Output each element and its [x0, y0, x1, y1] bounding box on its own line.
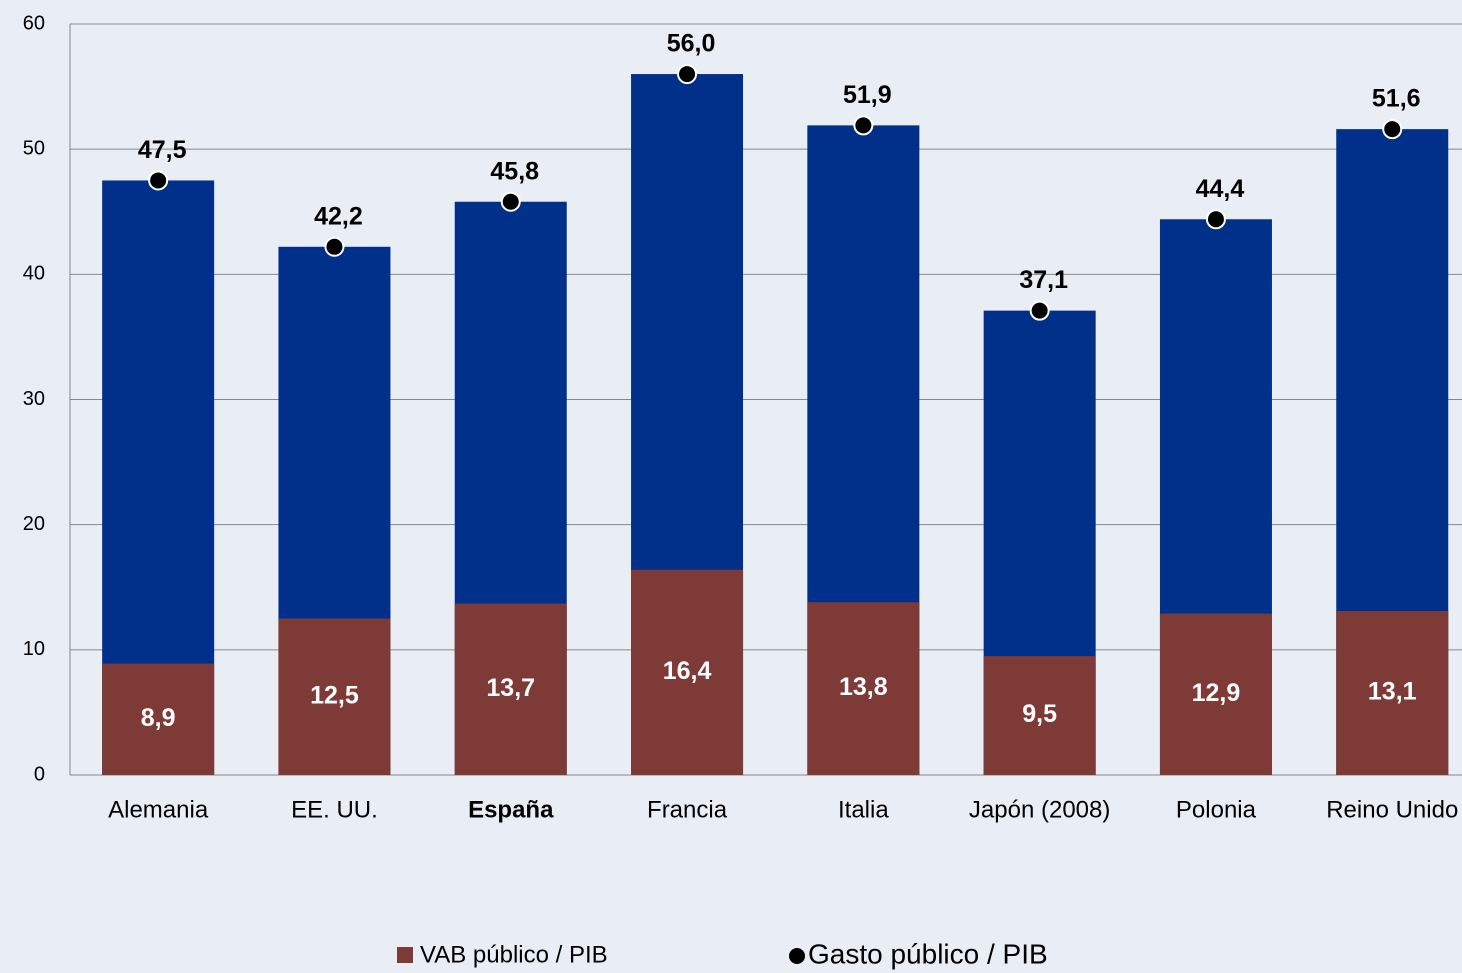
data-label: 45,8 — [490, 157, 539, 185]
y-tick-label: 0 — [34, 763, 45, 785]
legend-label: VAB público / PIB — [420, 941, 608, 968]
dot — [677, 64, 698, 85]
data-label: 12,9 — [1192, 679, 1241, 707]
legend-label: Gasto público / PIB — [808, 938, 1048, 969]
bar — [807, 602, 920, 775]
data-label: 42,2 — [314, 202, 363, 230]
bar — [454, 603, 567, 775]
x-tick-label: Japón (2008) — [969, 796, 1110, 823]
x-tick-label: Alemania — [108, 796, 209, 823]
dot — [853, 115, 874, 136]
data-label: 56,0 — [667, 30, 716, 58]
data-label: 47,5 — [138, 136, 187, 164]
bar — [278, 618, 391, 775]
data-label: 13,1 — [1368, 678, 1417, 706]
data-label: 12,5 — [310, 681, 359, 709]
x-tick-label: Italia — [838, 796, 889, 823]
data-label: 51,6 — [1372, 85, 1421, 113]
y-tick-label: 10 — [23, 638, 45, 660]
x-tick-label: Polonia — [1176, 796, 1257, 823]
x-tick-label: Reino Unido — [1326, 796, 1458, 823]
bar — [983, 656, 1096, 775]
data-label: 16,4 — [663, 657, 712, 685]
dot — [1029, 300, 1050, 321]
x-tick-label: EE. UU. — [291, 796, 378, 823]
data-label: 51,9 — [843, 81, 892, 109]
x-tick-label: España — [468, 796, 554, 823]
data-label: 13,8 — [839, 673, 888, 701]
bar — [102, 663, 215, 775]
data-label: 13,7 — [486, 674, 535, 702]
dot — [1205, 209, 1226, 230]
dot — [148, 170, 169, 191]
y-tick-label: 30 — [23, 388, 45, 410]
y-tick-label: 40 — [23, 263, 45, 285]
x-tick-label: Francia — [647, 796, 728, 823]
bar — [1336, 611, 1449, 775]
y-tick-label: 20 — [23, 513, 45, 535]
data-label: 44,4 — [1196, 175, 1245, 203]
dot — [500, 191, 521, 212]
data-label: 9,5 — [1022, 700, 1057, 728]
dot — [1382, 119, 1403, 140]
data-label: 37,1 — [1019, 266, 1068, 294]
legend-swatch — [397, 947, 413, 963]
y-tick-label: 60 — [23, 12, 45, 34]
y-tick-label: 50 — [23, 137, 45, 159]
dot — [324, 236, 345, 257]
legend-swatch — [789, 948, 805, 964]
bar — [1159, 613, 1272, 775]
bar — [631, 569, 744, 775]
data-label: 8,9 — [141, 704, 176, 732]
